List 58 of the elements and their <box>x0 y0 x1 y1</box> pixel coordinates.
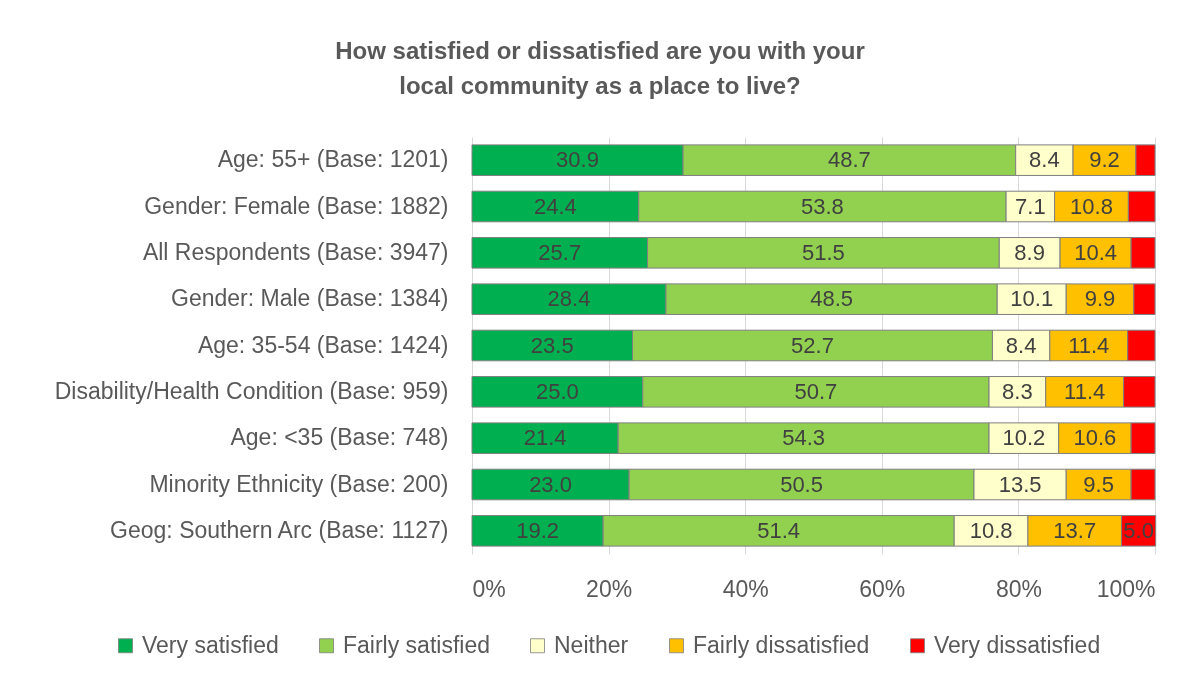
x-tick-label: 100% <box>1096 575 1156 602</box>
data-label: 8.3 <box>1002 378 1033 404</box>
legend-label: Fairly satisfied <box>343 631 490 658</box>
data-label: 30.9 <box>556 147 599 173</box>
data-label: 23.0 <box>529 471 572 497</box>
data-label: 8.4 <box>1029 147 1060 173</box>
data-label: 8.4 <box>1005 332 1037 358</box>
data-label: 50.5 <box>780 471 823 497</box>
data-label: 54.3 <box>782 425 826 451</box>
data-label: 10.4 <box>1074 239 1117 265</box>
data-label: 7.1 <box>1015 193 1046 219</box>
data-label: 24.4 <box>533 193 577 219</box>
legend-label: Neither <box>554 631 629 658</box>
data-label: 51.5 <box>801 239 845 265</box>
chart-title: How satisfied or dissatisfied are you with your local community as a place to live? <box>335 37 865 99</box>
data-label: 13.5 <box>998 471 1042 497</box>
data-label: 11.4 <box>1068 332 1110 358</box>
data-label: 10.6 <box>1073 425 1117 451</box>
y-tick-label: Age: 55+ (Base: 1201) <box>217 146 449 173</box>
data-label: 5.0 <box>1123 517 1154 543</box>
data-label: 13.7 <box>1053 517 1097 543</box>
data-label: 10.1 <box>1010 286 1054 312</box>
data-label: 8.9 <box>1014 239 1045 265</box>
data-label: 28.4 <box>547 286 591 312</box>
data-label: 9.5 <box>1083 471 1114 497</box>
x-tick-label: 0% <box>472 575 506 602</box>
data-label: 23.5 <box>530 332 574 358</box>
legend-label: Very dissatisfied <box>934 631 1101 658</box>
data-label: 25.0 <box>535 378 579 404</box>
y-tick-label: Geog: Southern Arc (Base: 1127) <box>110 516 449 543</box>
data-label: 48.5 <box>810 286 854 312</box>
x-tick-label: 40% <box>722 575 769 602</box>
data-label: 25.7 <box>538 239 582 265</box>
data-label: 53.8 <box>800 193 844 219</box>
data-label: 21.4 <box>523 425 567 451</box>
data-label: 11.4 <box>1064 378 1106 404</box>
y-tick-label: All Respondents (Base: 3947) <box>142 238 449 265</box>
y-tick-label: Age: 35-54 (Base: 1424) <box>197 331 449 358</box>
data-label: 52.7 <box>791 332 834 358</box>
y-tick-label: Gender: Female (Base: 1882) <box>144 192 449 219</box>
legend-label: Very satisfied <box>142 631 279 658</box>
x-tick-label: 60% <box>859 575 906 602</box>
data-label: 19.2 <box>516 517 559 543</box>
legend-label: Fairly dissatisfied <box>693 631 870 658</box>
y-tick-label: Minority Ethnicity (Base: 200) <box>149 470 449 497</box>
y-tick-label: Age: <35 (Base: 748) <box>230 424 449 451</box>
data-label: 50.7 <box>794 378 838 404</box>
data-label: 10.2 <box>1002 425 1046 451</box>
data-label: 48.7 <box>827 147 871 173</box>
data-label: 10.8 <box>969 517 1013 543</box>
x-tick-label: 80% <box>995 575 1042 602</box>
y-tick-label: Gender: Male (Base: 1384) <box>171 285 449 312</box>
x-tick-label: 20% <box>586 575 633 602</box>
y-tick-label: Disability/Health Condition (Base: 959) <box>54 377 449 404</box>
data-label: 51.4 <box>757 517 801 543</box>
data-label: 10.8 <box>1070 193 1113 219</box>
data-label: 9.9 <box>1084 286 1116 312</box>
data-label: 9.2 <box>1089 147 1120 173</box>
